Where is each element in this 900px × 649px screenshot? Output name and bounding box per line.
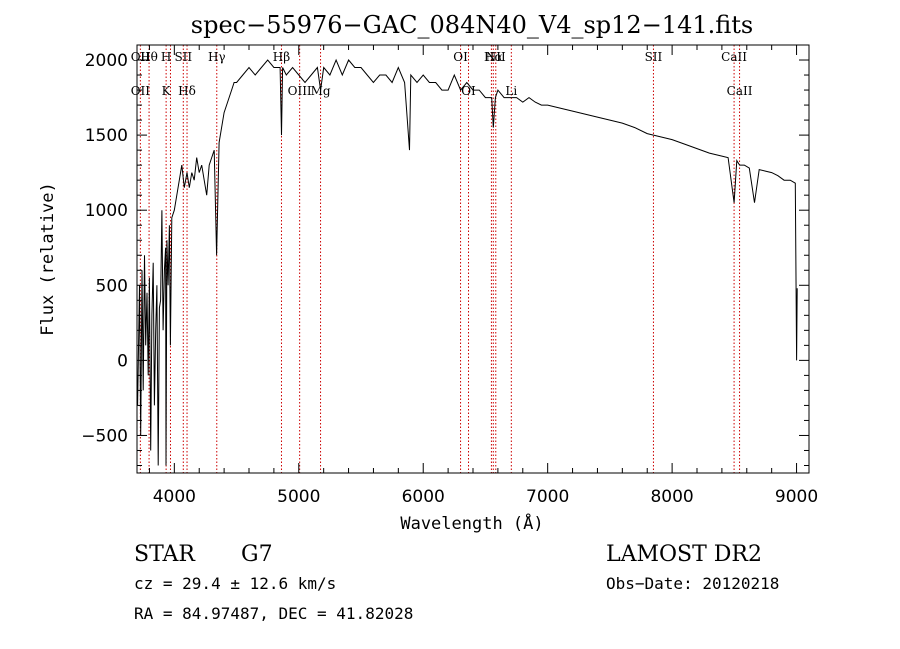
redshift-cz: cz = 29.4 ± 12.6 km/s [134,574,336,593]
line-label-top: Hβ [273,50,290,64]
coordinates: RA = 84.97487, DEC = 41.82028 [134,604,413,623]
x-tick-label: 9000 [775,487,818,507]
line-label-bottom: OΙΙ [131,84,151,98]
survey-name: LAMOST DR2 [606,542,762,567]
y-tick-label: 500 [96,276,128,296]
y-axis: −500 0 500 1000 1500 2000 [81,44,809,466]
x-tick-label: 7000 [526,487,569,507]
line-label-top: CaΙΙ [721,50,747,64]
line-label-top: Hα [484,50,503,64]
object-class: STAR [134,542,196,567]
y-tick-label: 1000 [85,201,128,221]
line-label-top: SΙΙ [645,50,663,64]
object-subclass: G7 [241,542,273,567]
x-axis: 4000 5000 6000 7000 8000 9000 [148,45,818,507]
line-markers [139,45,741,473]
line-label-bottom: Hδ [178,84,196,98]
x-tick-label: 5000 [277,487,320,507]
x-tick-label: 4000 [153,487,196,507]
spectrum-series-line [137,58,798,466]
y-tick-label: 1500 [85,126,128,146]
x-axis-label: Wavelength (Å) [400,512,543,534]
line-label-top: NΙΙ [486,50,506,64]
y-tick-label: −500 [81,426,128,446]
line-label-top: Hθ [140,50,158,64]
line-label-bottom: Mg [311,84,331,98]
y-tick-label: 2000 [85,51,128,71]
line-label-bottom: K [162,84,172,98]
line-label-top: OΙ [453,50,468,64]
line-label-bottom: OΙ [461,84,476,98]
line-label-top: Hγ [208,50,226,64]
x-tick-label: 8000 [650,487,693,507]
plot-frame [136,44,810,474]
y-axis-label: Flux (relative) [38,182,58,336]
line-label-top: H [161,50,171,64]
line-label-bottom: CaΙΙ [727,84,753,98]
chart-title: spec−55976−GAC_084N40_V4_sp12−141.fits [191,11,753,39]
y-tick-label: 0 [117,351,128,371]
line-label-bottom: OΙΙΙ [288,84,312,98]
line-label-top: SΙΙ [174,50,192,64]
line-label-bottom: Li [505,84,517,98]
spectrum-group [137,58,798,466]
x-tick-label: 6000 [402,487,445,507]
observation-date: Obs−Date: 20120218 [606,574,779,593]
